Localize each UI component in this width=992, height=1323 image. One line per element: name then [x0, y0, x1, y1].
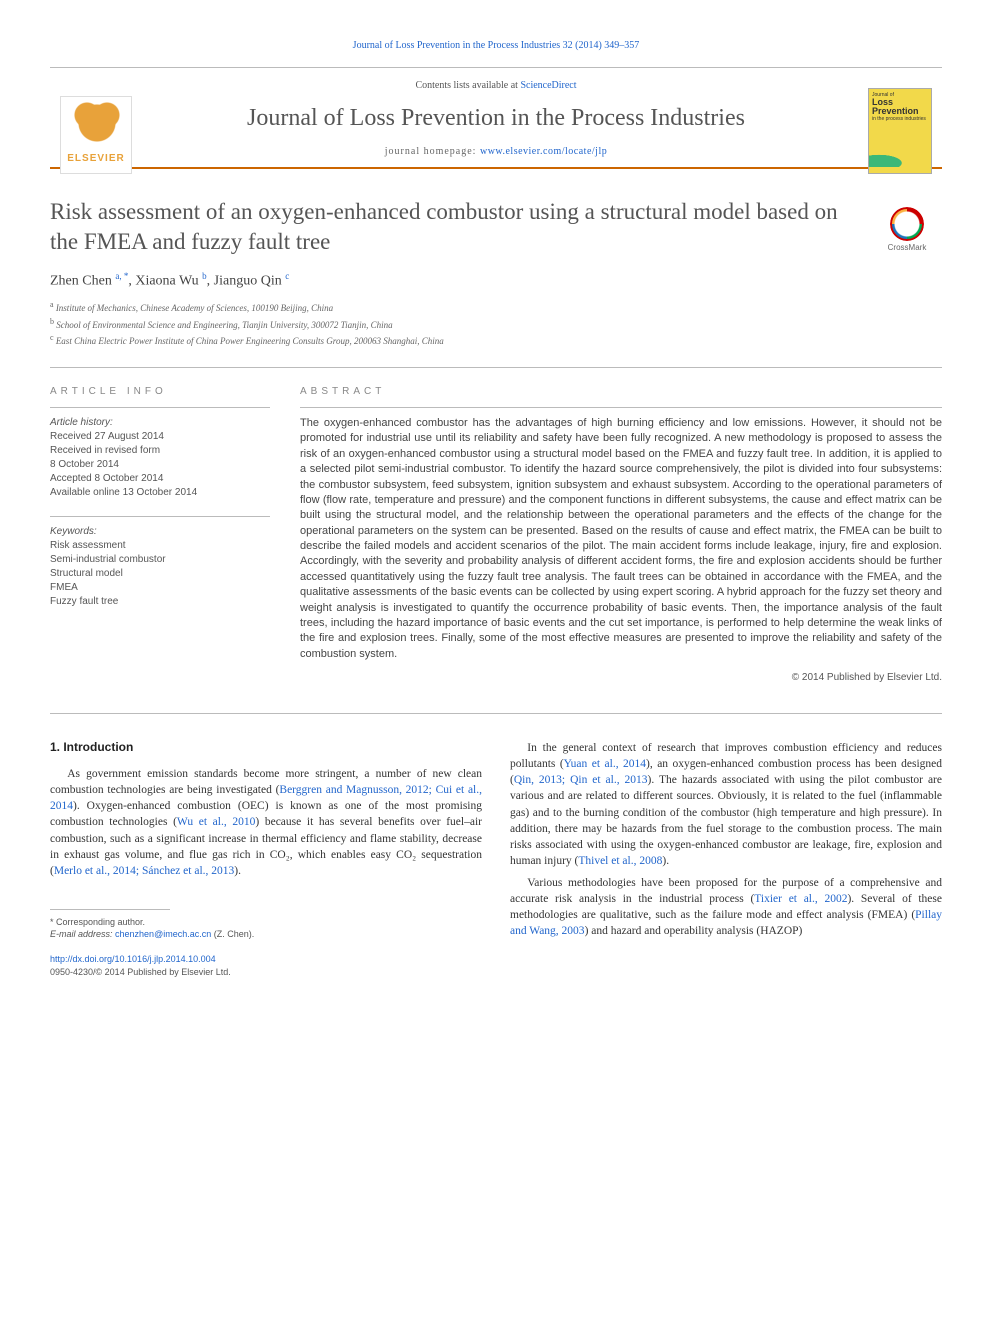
crossmark-icon	[890, 207, 924, 241]
abstract-heading: ABSTRACT	[300, 386, 942, 397]
journal-title: Journal of Loss Prevention in the Proces…	[50, 105, 942, 132]
cover-title: Loss Prevention	[872, 98, 928, 116]
rule	[300, 407, 942, 408]
homepage-label: journal homepage:	[385, 146, 480, 157]
intro-paragraph-2: In the general context of research that …	[510, 740, 942, 869]
email-who: (Z. Chen).	[211, 929, 254, 939]
author-list: Zhen Chen a, *, Xiaona Wu b, Jianguo Qin…	[50, 271, 862, 290]
email-label: E-mail address:	[50, 929, 115, 939]
contents-list-line: Contents lists available at ScienceDirec…	[50, 80, 942, 91]
keywords-label: Keywords:	[50, 526, 97, 537]
citation-link[interactable]: Merlo et al., 2014; Sánchez et al., 2013	[54, 865, 234, 877]
rule	[50, 713, 942, 714]
keywords-block: Keywords: Risk assessmentSemi-industrial…	[50, 516, 270, 609]
intro-paragraph-1: As government emission standards become …	[50, 766, 482, 879]
issn-copyright: 0950-4230/© 2014 Published by Elsevier L…	[50, 967, 231, 977]
history-online: Available online 13 October 2014	[50, 487, 197, 498]
citation-link[interactable]: Thivel et al., 2008	[578, 855, 662, 867]
elsevier-tree-icon	[61, 97, 133, 153]
cover-subtitle: in the process industries	[872, 116, 928, 122]
corresponding-author-footnote: * Corresponding author. E-mail address: …	[50, 916, 482, 941]
history-received: Received 27 August 2014	[50, 431, 164, 442]
text: ) and hazard and operability analysis (H…	[585, 925, 803, 937]
rule	[50, 516, 270, 517]
journal-header: ELSEVIER Journal of Loss Prevention in t…	[50, 67, 942, 169]
footnote-rule	[50, 909, 170, 910]
corresponding-label: * Corresponding author.	[50, 917, 145, 927]
journal-cover-thumbnail: Journal of Loss Prevention in the proces…	[868, 88, 932, 174]
abstract-text: The oxygen-enhanced combustor has the ad…	[300, 416, 942, 662]
paper-title: Risk assessment of an oxygen-enhanced co…	[50, 197, 862, 257]
doi-block: http://dx.doi.org/10.1016/j.jlp.2014.10.…	[50, 953, 482, 978]
history-revised: Received in revised form8 October 2014	[50, 445, 160, 470]
citation-line: Journal of Loss Prevention in the Proces…	[50, 40, 942, 51]
text: ).	[234, 865, 241, 877]
elsevier-logo: ELSEVIER	[60, 96, 132, 174]
author-email-link[interactable]: chenzhen@imech.ac.cn	[115, 929, 211, 939]
affiliation-list: a Institute of Mechanics, Chinese Academ…	[50, 299, 862, 349]
crossmark-label: CrossMark	[888, 243, 927, 252]
text: ). The hazards associated with using the…	[510, 774, 942, 866]
keywords-list: Risk assessmentSemi-industrial combustor…	[50, 540, 166, 607]
section-heading-intro: 1. Introduction	[50, 740, 482, 754]
elsevier-wordmark: ELSEVIER	[61, 153, 131, 164]
doi-link[interactable]: http://dx.doi.org/10.1016/j.jlp.2014.10.…	[50, 954, 216, 964]
rule	[50, 407, 270, 408]
homepage-link[interactable]: www.elsevier.com/locate/jlp	[480, 146, 607, 157]
citation-link[interactable]: Qin, 2013; Qin et al., 2013	[514, 774, 648, 786]
intro-paragraph-3: Various methodologies have been proposed…	[510, 875, 942, 939]
cover-swoosh-icon	[869, 143, 933, 167]
article-history: Article history: Received 27 August 2014…	[50, 416, 270, 500]
contents-prefix: Contents lists available at	[415, 80, 520, 91]
citation-link[interactable]: Yuan et al., 2014	[564, 758, 646, 770]
sciencedirect-link[interactable]: ScienceDirect	[520, 80, 576, 91]
citation-link[interactable]: Wu et al., 2010	[177, 816, 255, 828]
history-accepted: Accepted 8 October 2014	[50, 473, 163, 484]
journal-homepage-line: journal homepage: www.elsevier.com/locat…	[50, 146, 942, 157]
copyright-line: © 2014 Published by Elsevier Ltd.	[300, 672, 942, 683]
text: ).	[662, 855, 669, 867]
citation-link[interactable]: Tixier et al., 2002	[754, 893, 847, 905]
crossmark-badge[interactable]: CrossMark	[872, 207, 942, 252]
body-columns: 1. Introduction As government emission s…	[50, 740, 942, 978]
history-label: Article history:	[50, 417, 113, 428]
article-info-heading: ARTICLE INFO	[50, 386, 270, 397]
